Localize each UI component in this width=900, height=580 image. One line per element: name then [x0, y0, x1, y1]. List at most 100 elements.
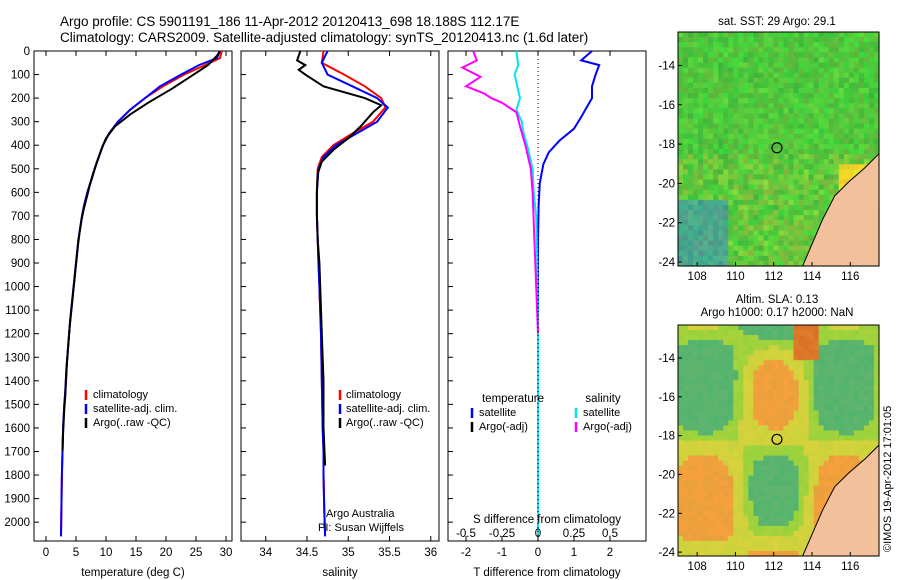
heatmap-cell	[783, 143, 790, 150]
heatmap-cell	[753, 184, 760, 191]
heatmap-cell	[743, 395, 749, 401]
heatmap-cell	[873, 410, 880, 416]
heatmap-cell	[778, 540, 785, 547]
heatmap-cell	[713, 225, 719, 231]
heatmap-cell	[728, 485, 734, 492]
heatmap-cell	[773, 77, 780, 84]
heatmap-cell	[743, 355, 749, 361]
heatmap-cell	[693, 490, 699, 497]
heatmap-cell	[718, 365, 724, 371]
heatmap-cell	[823, 375, 830, 381]
heatmap-cell	[803, 215, 810, 221]
heatmap-cell	[858, 335, 865, 341]
heatmap-cell	[823, 490, 830, 497]
heatmap-cell	[788, 159, 795, 165]
heatmap-cell	[818, 390, 825, 396]
heatmap-cell	[873, 143, 880, 150]
heatmap-cell	[873, 420, 880, 427]
heatmap-cell	[693, 128, 699, 135]
heatmap-cell	[753, 475, 760, 482]
heatmap-cell	[688, 133, 694, 140]
heatmap-cell	[843, 440, 850, 447]
heatmap-cell	[693, 52, 699, 59]
heatmap-cell	[703, 445, 709, 452]
heatmap-cell	[828, 67, 835, 74]
heatmap-cell	[763, 108, 770, 114]
heatmap-cell	[818, 98, 825, 104]
y-tick-label: -16	[658, 100, 675, 112]
heatmap-cell	[713, 485, 719, 492]
heatmap-cell	[678, 245, 684, 252]
heatmap-cell	[773, 82, 780, 89]
heatmap-cell	[853, 128, 860, 135]
heatmap-cell	[703, 37, 709, 43]
heatmap-cell	[678, 485, 684, 492]
heatmap-cell	[778, 82, 785, 89]
heatmap-cell	[863, 340, 870, 346]
heatmap-cell	[768, 525, 775, 532]
heatmap-cell	[843, 465, 850, 472]
heatmap-cell	[803, 164, 810, 170]
heatmap-cell	[713, 395, 719, 401]
heatmap-cell	[783, 255, 790, 262]
heatmap-cell	[833, 154, 840, 160]
heatmap-cell	[773, 103, 780, 109]
heatmap-cell	[778, 425, 785, 432]
heatmap-cell	[733, 355, 739, 361]
heatmap-cell	[798, 365, 805, 371]
heatmap-cell	[793, 245, 800, 252]
heatmap-cell	[818, 430, 825, 437]
heatmap-cell	[803, 57, 810, 64]
heatmap-cell	[828, 72, 835, 79]
heatmap-cell	[793, 255, 800, 262]
heatmap-cell	[728, 108, 734, 114]
heatmap-cell	[793, 42, 800, 48]
heatmap-cell	[848, 375, 855, 381]
heatmap-cell	[713, 470, 719, 477]
heatmap-cell	[743, 42, 749, 48]
heatmap-cell	[718, 179, 724, 186]
heatmap-cell	[758, 530, 765, 537]
heatmap-cell	[858, 435, 865, 442]
heatmap-cell	[803, 143, 810, 150]
heatmap-cell	[728, 72, 734, 79]
heatmap-cell	[728, 510, 734, 517]
heatmap-cell	[698, 340, 704, 346]
heatmap-cell	[718, 225, 724, 231]
heatmap-cell	[773, 475, 780, 482]
heatmap-cell	[758, 515, 765, 522]
heatmap-cell	[788, 87, 795, 94]
heatmap-cell	[738, 510, 744, 517]
heatmap-cell	[808, 335, 815, 341]
heatmap-cell	[693, 425, 699, 432]
heatmap-cell	[793, 505, 800, 512]
heatmap-cell	[738, 103, 744, 109]
heatmap-cell	[758, 57, 765, 64]
heatmap-cell	[818, 380, 825, 386]
heatmap-cell	[818, 470, 825, 477]
heatmap-cell	[798, 128, 805, 135]
heatmap-cell	[818, 325, 825, 331]
heatmap-cell	[758, 143, 765, 150]
heatmap-cell	[813, 420, 820, 427]
heatmap-cell	[753, 164, 760, 170]
heatmap-cell	[808, 32, 815, 38]
heatmap-cell	[783, 480, 790, 487]
legend-label: satellite-adj. clim.	[346, 403, 430, 415]
heatmap-cell	[683, 225, 689, 231]
heatmap-cell	[753, 540, 760, 547]
heatmap-cell	[708, 435, 714, 442]
heatmap-cell	[798, 133, 805, 140]
heatmap-cell	[798, 77, 805, 84]
heatmap-cell	[748, 355, 754, 361]
heatmap-cell	[863, 355, 870, 361]
heatmap-cell	[818, 199, 825, 206]
heatmap-cell	[703, 385, 709, 391]
x-tick-label: 30	[220, 547, 233, 559]
heatmap-cell	[748, 52, 754, 59]
heatmap-cell	[778, 330, 785, 336]
heatmap-cell	[718, 345, 724, 351]
heatmap-cell	[858, 57, 865, 64]
heatmap-cell	[683, 184, 689, 191]
heatmap-cell	[718, 360, 724, 366]
